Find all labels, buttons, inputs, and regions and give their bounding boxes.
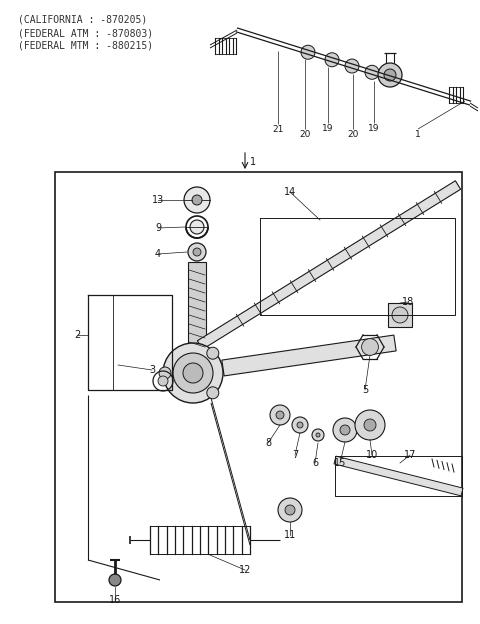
Text: 5: 5	[362, 385, 368, 395]
Text: 18: 18	[402, 297, 414, 307]
Circle shape	[270, 405, 290, 425]
Text: 19: 19	[368, 124, 380, 133]
Circle shape	[207, 347, 219, 359]
Circle shape	[365, 66, 379, 79]
Circle shape	[325, 53, 339, 67]
Circle shape	[193, 248, 201, 256]
Text: 3: 3	[149, 365, 155, 375]
Bar	[388, 303, 412, 327]
Circle shape	[159, 367, 171, 379]
Circle shape	[316, 433, 320, 437]
Text: 7: 7	[292, 450, 298, 460]
Text: 16: 16	[109, 595, 121, 605]
Text: 19: 19	[322, 124, 334, 133]
Circle shape	[184, 187, 210, 213]
Circle shape	[361, 339, 378, 356]
Circle shape	[190, 220, 204, 234]
Circle shape	[285, 505, 295, 515]
Text: 20: 20	[300, 130, 311, 139]
Text: 1: 1	[415, 130, 421, 139]
Polygon shape	[197, 181, 461, 349]
Polygon shape	[334, 456, 463, 496]
Circle shape	[378, 63, 402, 87]
Circle shape	[292, 417, 308, 433]
Circle shape	[183, 363, 203, 383]
Text: 9: 9	[155, 223, 161, 233]
Text: 6: 6	[312, 458, 318, 468]
Text: 1: 1	[250, 157, 256, 167]
Circle shape	[158, 376, 168, 386]
Circle shape	[355, 410, 385, 440]
Text: (FEDERAL ATM : -870803): (FEDERAL ATM : -870803)	[18, 28, 153, 38]
Circle shape	[188, 243, 206, 261]
Circle shape	[192, 195, 202, 205]
Text: 2: 2	[74, 330, 80, 340]
Text: 13: 13	[152, 195, 164, 205]
Circle shape	[392, 307, 408, 323]
Text: 4: 4	[155, 249, 161, 259]
Text: 14: 14	[284, 187, 296, 197]
Text: 21: 21	[272, 125, 284, 134]
Circle shape	[312, 429, 324, 441]
Circle shape	[301, 46, 315, 59]
Text: 20: 20	[348, 130, 359, 139]
Circle shape	[109, 574, 121, 586]
Circle shape	[173, 353, 213, 393]
Text: 17: 17	[404, 450, 416, 460]
Circle shape	[276, 411, 284, 419]
Circle shape	[384, 69, 396, 81]
Circle shape	[333, 418, 357, 442]
Circle shape	[163, 343, 223, 403]
Circle shape	[278, 498, 302, 522]
Text: 10: 10	[366, 450, 378, 460]
Text: 12: 12	[239, 565, 251, 575]
Circle shape	[207, 387, 219, 399]
Bar	[188, 262, 206, 355]
Text: 15: 15	[334, 458, 346, 468]
Bar	[55, 172, 462, 602]
Circle shape	[297, 422, 303, 428]
Text: (FEDERAL MTM : -880215): (FEDERAL MTM : -880215)	[18, 41, 153, 51]
Text: 11: 11	[284, 530, 296, 540]
Text: (CALIFORNIA : -870205): (CALIFORNIA : -870205)	[18, 15, 147, 25]
Circle shape	[364, 419, 376, 431]
Circle shape	[345, 59, 359, 73]
Circle shape	[340, 425, 350, 435]
Text: 8: 8	[265, 438, 271, 448]
Polygon shape	[222, 335, 396, 376]
